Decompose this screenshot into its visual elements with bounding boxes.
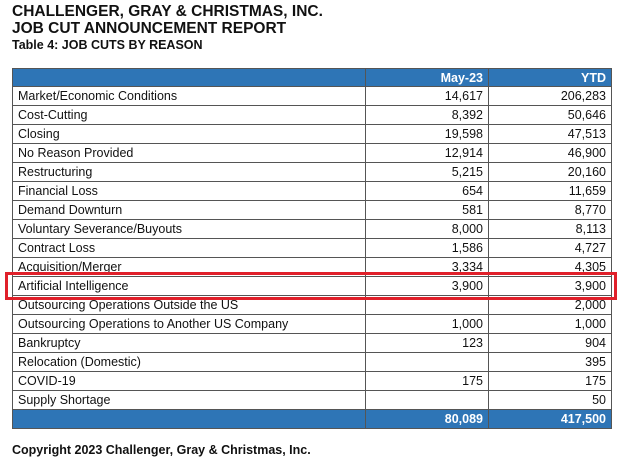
column-header: May-23 <box>365 68 489 87</box>
value-cell: 20,160 <box>488 163 612 182</box>
reason-cell: Outsourcing Operations to Another US Com… <box>12 315 366 334</box>
value-cell: 654 <box>365 182 489 201</box>
table-row: Bankruptcy 123 904 <box>12 334 612 353</box>
total-row: 80,089 417,500 <box>12 410 612 429</box>
table-row: Voluntary Severance/Buyouts 8,000 8,113 <box>12 220 612 239</box>
copyright: Copyright 2023 Challenger, Gray & Christ… <box>12 443 311 457</box>
value-cell: 11,659 <box>488 182 612 201</box>
value-cell: 1,586 <box>365 239 489 258</box>
total-label-cell <box>12 410 366 429</box>
reason-cell: Supply Shortage <box>12 391 366 410</box>
table-row: Closing 19,598 47,513 <box>12 125 612 144</box>
highlight-box <box>5 272 617 300</box>
reason-cell: Bankruptcy <box>12 334 366 353</box>
table-row: Supply Shortage 50 <box>12 391 612 410</box>
value-cell: 581 <box>365 201 489 220</box>
reason-cell: Relocation (Domestic) <box>12 353 366 372</box>
reason-cell: Financial Loss <box>12 182 366 201</box>
table-row: Market/Economic Conditions 14,617 206,283 <box>12 87 612 106</box>
empty-cell <box>365 391 489 410</box>
report-title: JOB CUT ANNOUNCEMENT REPORT <box>12 20 287 37</box>
reason-cell: Contract Loss <box>12 239 366 258</box>
table-row: Restructuring 5,215 20,160 <box>12 163 612 182</box>
value-cell: 395 <box>488 353 612 372</box>
table-row: Financial Loss 654 11,659 <box>12 182 612 201</box>
table-row: Acquisition/Merger 3,334 4,305 <box>12 258 612 277</box>
value-cell: 123 <box>365 334 489 353</box>
value-cell: 5,215 <box>365 163 489 182</box>
value-cell: 175 <box>488 372 612 391</box>
value-cell: 50,646 <box>488 106 612 125</box>
value-cell: 19,598 <box>365 125 489 144</box>
value-cell: 46,900 <box>488 144 612 163</box>
value-cell: 904 <box>488 334 612 353</box>
value-cell: 175 <box>365 372 489 391</box>
value-cell: 1,000 <box>365 315 489 334</box>
value-cell: 12,914 <box>365 144 489 163</box>
reason-cell: Market/Economic Conditions <box>12 87 366 106</box>
table-row: Artificial Intelligence 3,900 3,900 <box>12 277 612 296</box>
table-row: Outsourcing Operations Outside the US 2,0… <box>12 296 612 315</box>
value-cell: 8,113 <box>488 220 612 239</box>
value-cell: 8,000 <box>365 220 489 239</box>
reason-cell: Demand Downturn <box>12 201 366 220</box>
total-cell: 80,089 <box>365 410 489 429</box>
value-cell: 8,392 <box>365 106 489 125</box>
total-cell: 417,500 <box>488 410 612 429</box>
table-row: COVID-19 175 175 <box>12 372 612 391</box>
reason-cell: Cost-Cutting <box>12 106 366 125</box>
value-cell: 206,283 <box>488 87 612 106</box>
header-cell <box>12 68 366 87</box>
header-row: May-23 YTD <box>12 68 612 87</box>
value-cell: 4,727 <box>488 239 612 258</box>
value-cell: 1,000 <box>488 315 612 334</box>
value-cell: 3,900 <box>488 277 612 296</box>
table-row: Relocation (Domestic) 395 <box>12 353 612 372</box>
table-row: Contract Loss 1,586 4,727 <box>12 239 612 258</box>
value-cell: 8,770 <box>488 201 612 220</box>
table-row: Cost-Cutting 8,392 50,646 <box>12 106 612 125</box>
table-row: Outsourcing Operations to Another US Com… <box>12 315 612 334</box>
table-row: No Reason Provided 12,914 46,900 <box>12 144 612 163</box>
value-cell: 2,000 <box>488 296 612 315</box>
reason-cell: No Reason Provided <box>12 144 366 163</box>
reason-cell: Closing <box>12 125 366 144</box>
value-cell: 50 <box>488 391 612 410</box>
reason-cell: Voluntary Severance/Buyouts <box>12 220 366 239</box>
value-cell: 47,513 <box>488 125 612 144</box>
table-title: Table 4: JOB CUTS BY REASON <box>12 38 203 52</box>
value-cell: 14,617 <box>365 87 489 106</box>
value-cell: 4,305 <box>488 258 612 277</box>
table-row: Demand Downturn 581 8,770 <box>12 201 612 220</box>
column-header: YTD <box>488 68 612 87</box>
company-name: CHALLENGER, GRAY & CHRISTMAS, INC. <box>12 3 323 20</box>
reason-cell: COVID-19 <box>12 372 366 391</box>
empty-cell <box>365 353 489 372</box>
reason-cell: Restructuring <box>12 163 366 182</box>
